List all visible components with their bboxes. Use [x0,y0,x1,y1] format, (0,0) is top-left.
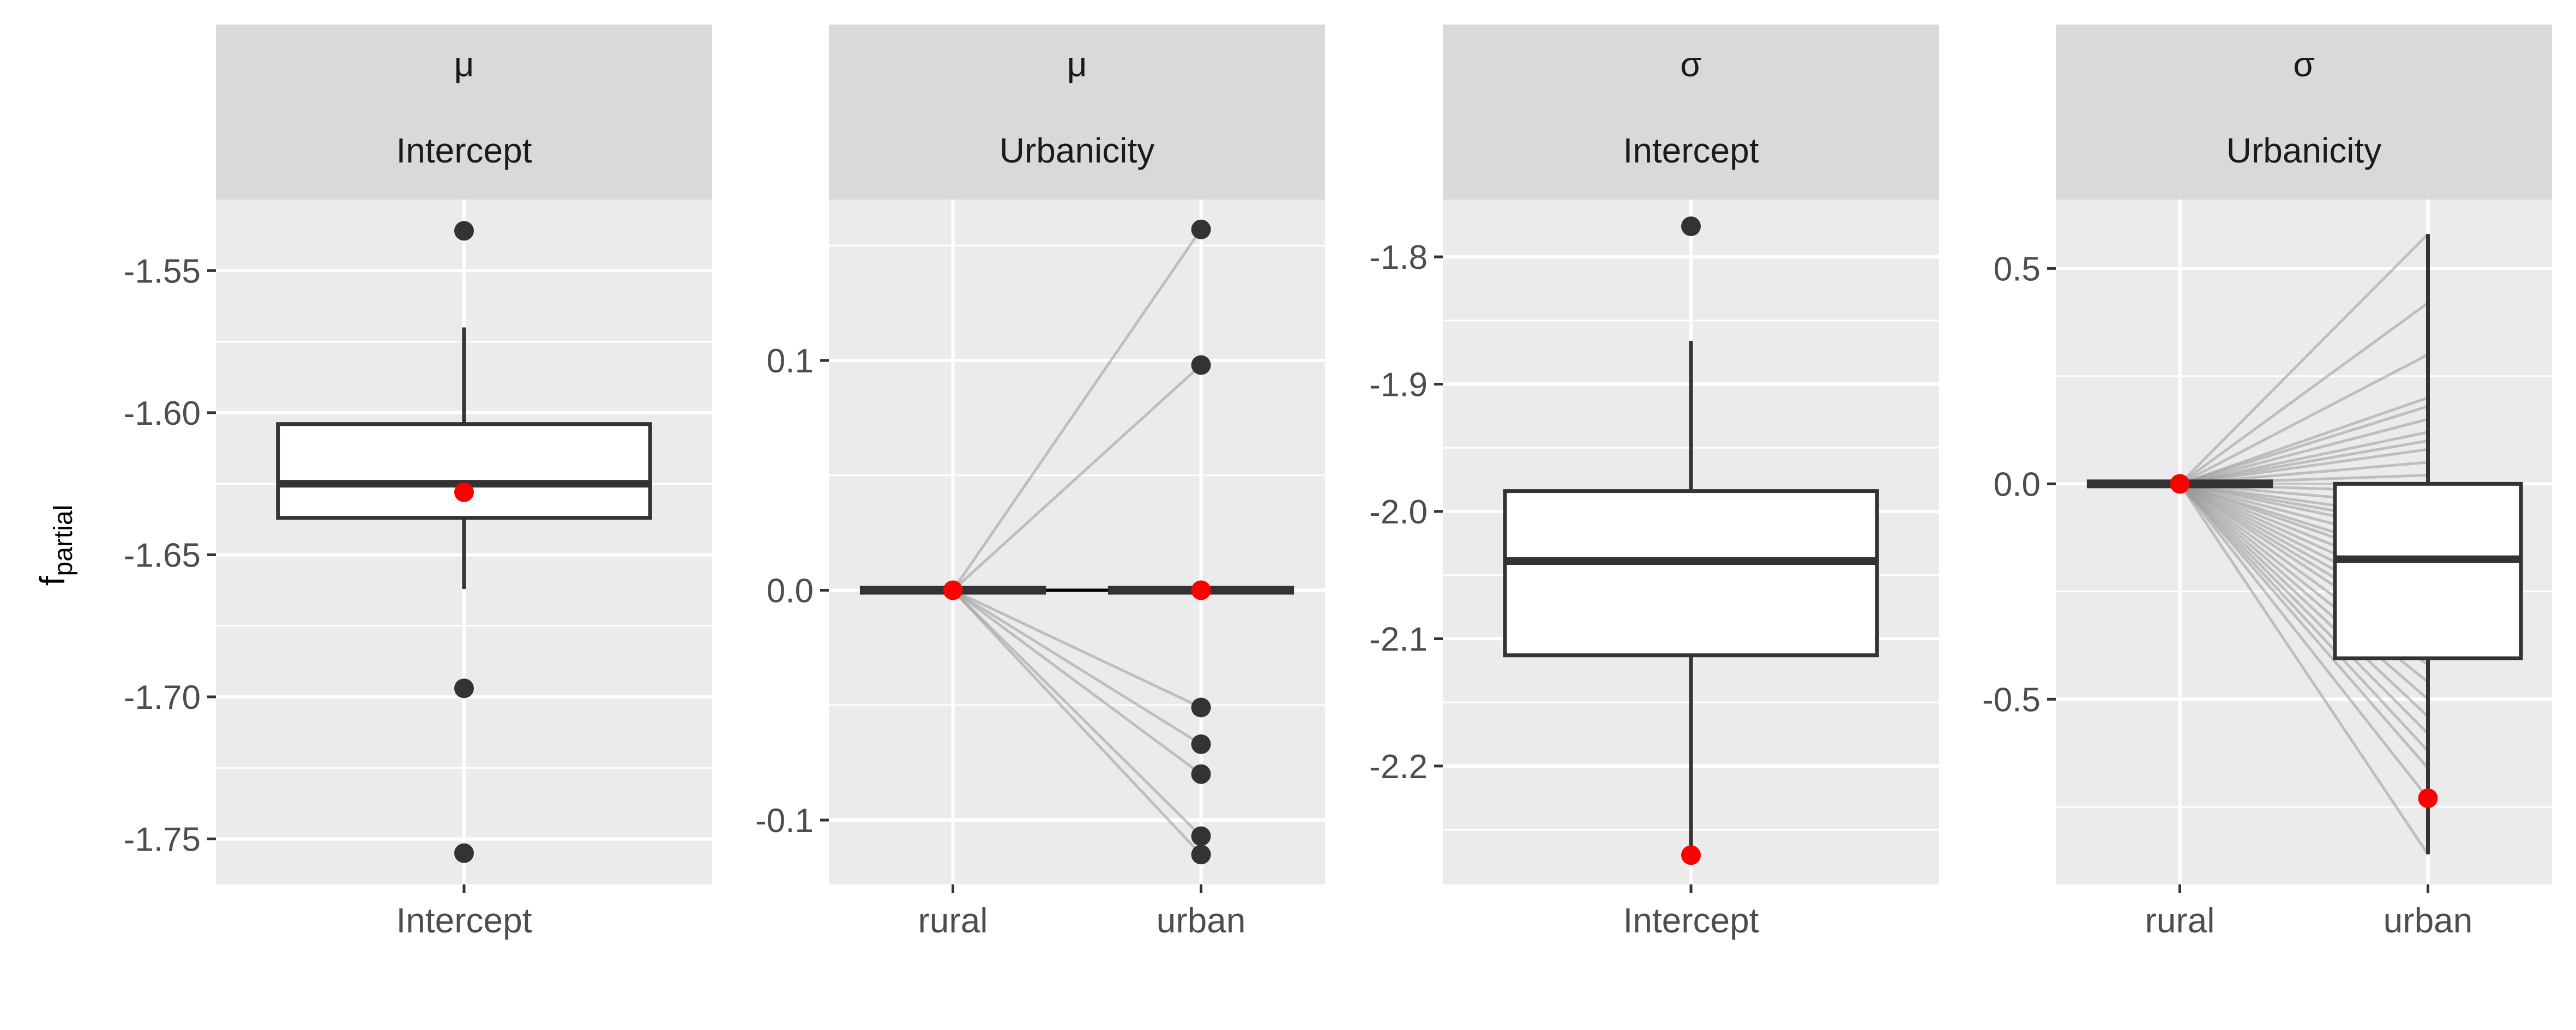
connecting-line [2179,405,2429,485]
connecting-line [2180,448,2428,485]
connecting-line [2178,483,2429,769]
facet-label-bottom: Intercept [396,131,532,170]
y-tick-label: -1.55 [124,252,201,290]
facet-label-bottom: Urbanicity [1000,131,1155,170]
connecting-line [2179,302,2429,485]
y-axis-title: fpartial [33,505,78,586]
outlier-point [454,678,474,698]
connecting-line [952,589,1202,856]
x-tick-label: urban [1157,901,1246,940]
connecting-line [952,364,1202,592]
connecting-line [2178,233,2429,485]
highlight-point [943,580,963,600]
outlier-point [1191,845,1211,865]
y-tick-label: -1.9 [1369,366,1428,404]
connecting-line [2179,418,2429,485]
highlight-point [1681,845,1701,865]
y-tick-label: -1.8 [1369,239,1428,276]
connecting-line [952,589,1202,709]
y-tick-label: -0.5 [1982,681,2041,719]
box-iqr [1503,489,1879,658]
outlier-point [1191,826,1211,846]
outlier-point [1681,216,1701,237]
facet-strip [1443,25,1939,200]
y-tick-label: -1.70 [124,679,201,716]
connecting-line [2178,483,2429,752]
connecting-line [2178,483,2429,735]
connecting-line [2179,353,2429,485]
box-iqr [2333,481,2523,660]
outlier-point [454,221,474,241]
outlier-point [1191,764,1211,784]
y-tick-label: 0.0 [1994,466,2041,503]
x-tick-label: Intercept [1623,901,1759,940]
x-tick-label: rural [2145,901,2214,940]
outlier-point [1191,219,1211,239]
outlier-point [1191,697,1211,718]
y-tick-label: -1.65 [124,537,201,574]
highlight-point [2418,788,2438,809]
box-iqr [276,422,652,520]
connecting-line [2179,431,2429,485]
facet-panel: μ Intercept -1.55 -1.60 -1.65 -1.70 -1.75 Inter… [124,25,712,940]
connecting-line [952,589,1202,746]
facet-label-top: μ [1067,45,1087,84]
highlight-point [2170,474,2190,494]
x-tick-label: rural [918,901,988,940]
highlight-point [454,482,474,502]
y-tick-label: -2.2 [1369,748,1428,786]
connecting-line [2178,483,2429,799]
facet-label-bottom: Intercept [1623,131,1759,170]
facet-strip [829,25,1325,200]
outlier-point [1191,734,1211,754]
connecting-line [2178,483,2429,718]
facet-label-top: σ [1680,45,1702,84]
x-tick-label: Intercept [396,901,532,940]
connecting-line [2180,439,2428,485]
y-tick-label: 0.0 [767,573,814,610]
y-tick-label: -2.1 [1369,621,1428,658]
highlight-point [1191,580,1211,600]
facet-strip [2056,25,2552,200]
connecting-line [2179,396,2429,485]
x-tick-label: urban [2384,901,2473,940]
y-tick-label: 0.1 [767,342,814,380]
facet-label-top: μ [454,45,474,84]
y-tick-label: -2.0 [1369,493,1428,531]
panel-background [829,200,1325,884]
outlier-point [1191,355,1211,375]
facet-label-top: σ [2293,45,2315,84]
facet-panel: σ Urbanicity 0.5 0.0 -0.5 rural urban [1982,25,2552,940]
y-tick-label: -1.75 [124,821,201,859]
connecting-line [952,589,1202,775]
y-tick-label: -1.60 [124,395,201,432]
facet-label-bottom: Urbanicity [2226,131,2382,170]
y-tick-label: -0.1 [755,802,814,840]
outlier-point [454,843,474,863]
connecting-line [952,228,1202,591]
connecting-line [2178,483,2429,856]
facet-strip [216,25,712,200]
connecting-line [2178,483,2429,701]
connecting-line [952,589,1202,838]
facet-panel: σ Intercept -1.8 -1.9 -2.0 -2.1 -2.2 Intercept [1369,25,1939,940]
facet-panel: μ Urbanicity 0.1 0.0 -0.1 rural urban [755,25,1325,940]
y-tick-label: 0.5 [1994,250,2041,288]
